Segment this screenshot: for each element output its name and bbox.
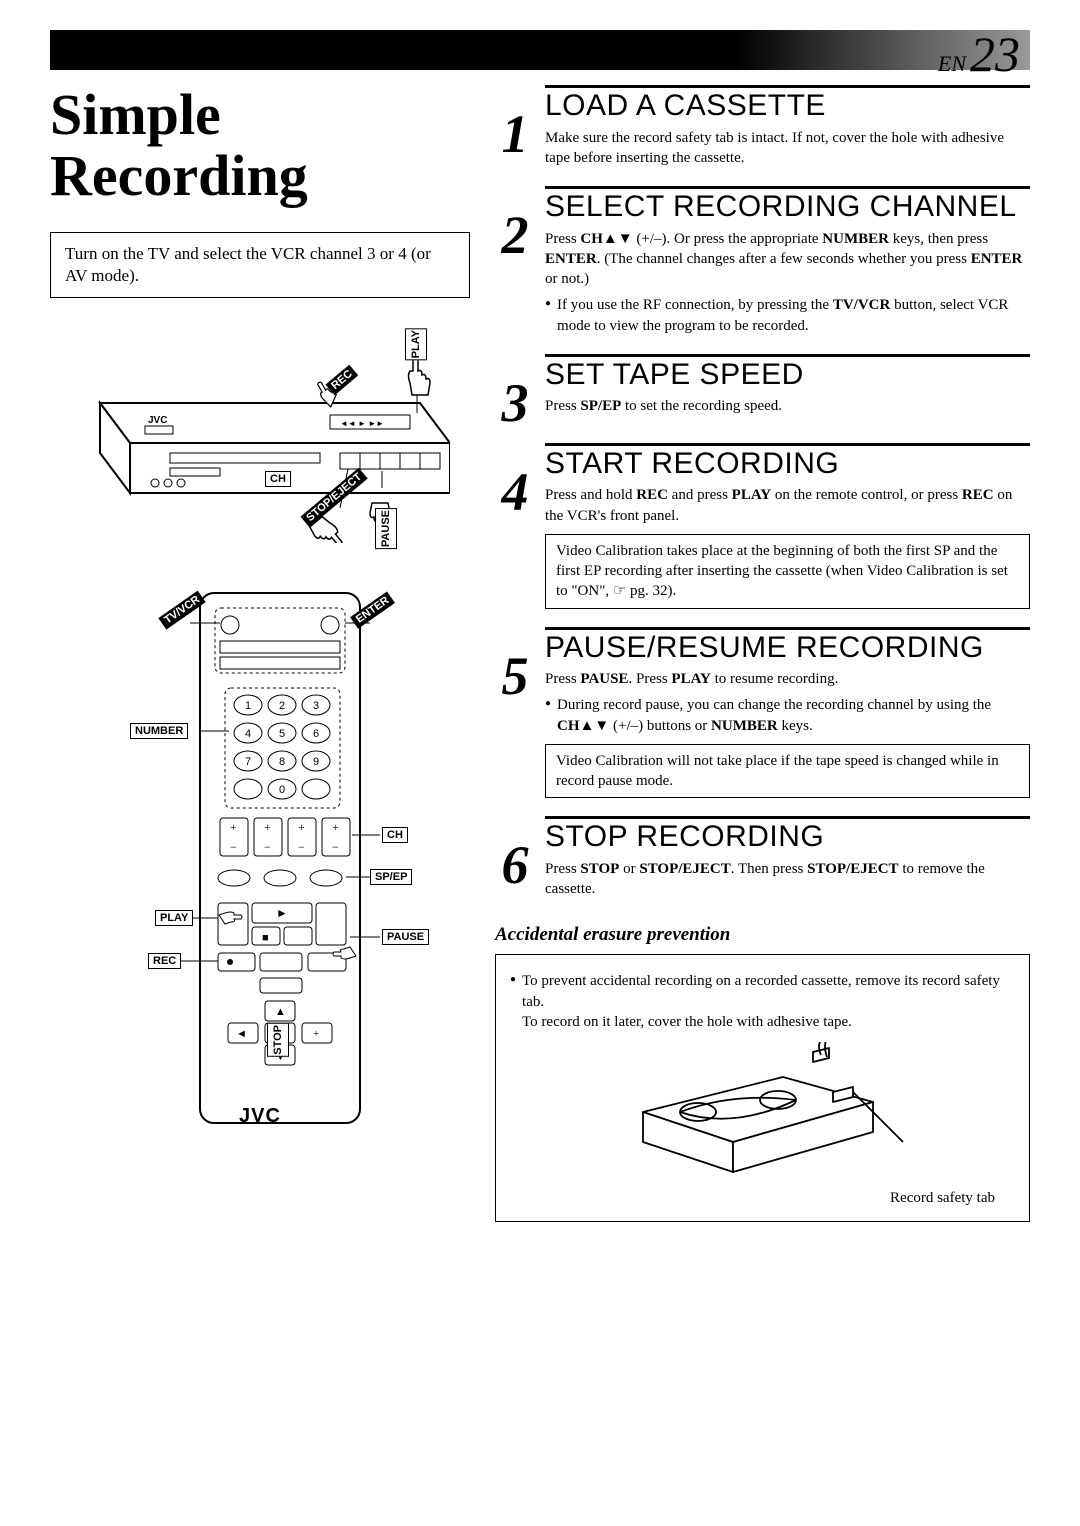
step-text: Press PAUSE. Press PLAY to resume record… xyxy=(545,669,1030,689)
svg-text:−: − xyxy=(332,840,339,854)
remote-brand: JVC xyxy=(70,1105,450,1128)
remote-diagram: 1 2 3 4 5 6 7 8 9 0 + − + − + − + − xyxy=(70,583,450,1143)
remote-label-play: PLAY xyxy=(155,910,193,926)
page-lang: EN xyxy=(938,51,966,76)
step-bullet: If you use the RF connection, by pressin… xyxy=(545,295,1030,336)
step-5: 5 PAUSE/RESUME RECORDING Press PAUSE. Pr… xyxy=(495,627,1030,799)
svg-text:+: + xyxy=(313,1028,319,1040)
vcr-label-pause: PAUSE xyxy=(375,508,397,549)
step-text: Press and hold REC and press PLAY on the… xyxy=(545,485,1030,526)
svg-text:6: 6 xyxy=(313,728,319,740)
erasure-box: To prevent accidental recording on a rec… xyxy=(495,954,1030,1222)
step-bullet: During record pause, you can change the … xyxy=(545,695,1030,736)
remote-label-rec: REC xyxy=(148,953,181,969)
erasure-heading: Accidental erasure prevention xyxy=(495,924,1030,946)
step-title: LOAD A CASSETTE xyxy=(545,85,1030,122)
step-3: 3 SET TAPE SPEED Press SP/EP to set the … xyxy=(495,354,1030,425)
svg-text:■: ■ xyxy=(262,932,269,944)
vcr-label-ch: CH xyxy=(265,471,291,487)
step-number: 4 xyxy=(495,443,535,609)
step-text: Press SP/EP to set the recording speed. xyxy=(545,396,1030,416)
erasure-bullet: To prevent accidental recording on a rec… xyxy=(510,971,1015,1032)
step-title: SELECT RECORDING CHANNEL xyxy=(545,186,1030,223)
svg-text:3: 3 xyxy=(313,700,319,712)
step-number: 5 xyxy=(495,627,535,799)
svg-text:−: − xyxy=(298,840,305,854)
page-num-value: 23 xyxy=(970,26,1020,82)
svg-text:▲: ▲ xyxy=(275,1006,286,1018)
svg-text:+: + xyxy=(264,820,271,834)
page-number: EN23 xyxy=(938,25,1020,83)
tab-label: Record safety tab xyxy=(510,1182,1015,1221)
step-text: Make sure the record safety tab is intac… xyxy=(545,128,1030,169)
step-title: STOP RECORDING xyxy=(545,816,1030,853)
remote-label-spep: SP/EP xyxy=(370,869,412,885)
step-title: START RECORDING xyxy=(545,443,1030,480)
remote-label-number: NUMBER xyxy=(130,723,188,739)
svg-text:−: − xyxy=(264,840,271,854)
step-number: 6 xyxy=(495,816,535,899)
step-number: 3 xyxy=(495,354,535,425)
svg-text:◄: ◄ xyxy=(236,1028,247,1040)
step-1: 1 LOAD A CASSETTE Make sure the record s… xyxy=(495,85,1030,168)
step-title: PAUSE/RESUME RECORDING xyxy=(545,627,1030,664)
remote-label-pause: PAUSE xyxy=(382,929,429,945)
svg-text:+: + xyxy=(332,820,339,834)
remote-label-ch: CH xyxy=(382,827,408,843)
svg-text:JVC: JVC xyxy=(148,415,167,426)
vcr-diagram: ◄◄ ► ►► JVC xyxy=(70,323,450,553)
vcr-label-play: PLAY xyxy=(405,328,427,360)
svg-text:8: 8 xyxy=(279,756,285,768)
header-bar: EN23 xyxy=(50,30,1030,70)
step-4: 4 START RECORDING Press and hold REC and… xyxy=(495,443,1030,609)
page-title: Simple Recording xyxy=(50,85,470,207)
svg-text:◄◄ ► ►►: ◄◄ ► ►► xyxy=(340,419,384,428)
step-6: 6 STOP RECORDING Press STOP or STOP/EJEC… xyxy=(495,816,1030,899)
remote-label-stop: STOP xyxy=(267,1023,289,1057)
step-note: Video Calibration takes place at the beg… xyxy=(545,534,1030,609)
svg-text:+: + xyxy=(298,820,305,834)
right-column: 1 LOAD A CASSETTE Make sure the record s… xyxy=(495,85,1030,1222)
svg-text:0: 0 xyxy=(279,784,285,796)
step-2: 2 SELECT RECORDING CHANNEL Press CH▲▼ (+… xyxy=(495,186,1030,336)
svg-text:+: + xyxy=(230,820,237,834)
left-column: Simple Recording Turn on the TV and sele… xyxy=(50,85,470,1222)
step-number: 2 xyxy=(495,186,535,336)
intro-box: Turn on the TV and select the VCR channe… xyxy=(50,232,470,298)
step-number: 1 xyxy=(495,85,535,168)
cassette-svg xyxy=(603,1042,923,1182)
svg-text:►: ► xyxy=(276,906,288,920)
step-text: Press STOP or STOP/EJECT. Then press STO… xyxy=(545,859,1030,900)
svg-text:1: 1 xyxy=(245,700,251,712)
svg-text:4: 4 xyxy=(245,728,251,740)
svg-text:−: − xyxy=(230,840,237,854)
svg-text:9: 9 xyxy=(313,756,319,768)
svg-text:7: 7 xyxy=(245,756,251,768)
remote-svg: 1 2 3 4 5 6 7 8 9 0 + − + − + − + − xyxy=(70,583,450,1143)
svg-text:2: 2 xyxy=(279,700,285,712)
step-note: Video Calibration will not take place if… xyxy=(545,744,1030,799)
svg-text:5: 5 xyxy=(279,728,285,740)
step-title: SET TAPE SPEED xyxy=(545,354,1030,391)
step-text: Press CH▲▼ (+/–). Or press the appropria… xyxy=(545,229,1030,290)
